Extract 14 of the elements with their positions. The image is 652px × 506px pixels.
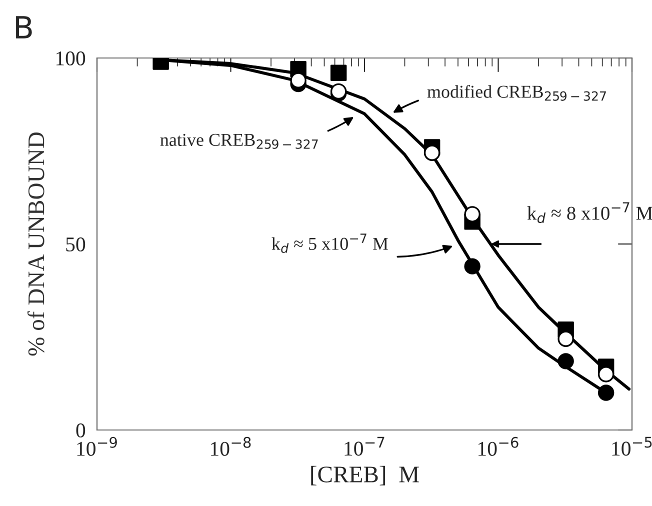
y-tick-label: 0: [76, 423, 86, 438]
x-tick-label: 10$^{−7}$: [344, 436, 384, 456]
annotation: modified CREB$_{259−327}$: [427, 84, 606, 101]
y-axis-title: % of DNA UNBOUND: [27, 132, 44, 356]
x-tick-label: 10$^{−9}$: [77, 436, 117, 456]
y-tick-label: 100: [56, 51, 86, 66]
x-tick-label: 10$^{−6}$: [478, 436, 518, 456]
annotation: k$_{d}$ ≈ 5 x10$^{−7}$ M: [272, 234, 388, 253]
x-tick-label: 10$^{−5}$: [612, 436, 652, 456]
y-tick-label: 50: [66, 237, 86, 252]
annotation: native CREB$_{259−327}$: [160, 134, 318, 149]
chart-title: B: [16, 16, 32, 38]
x-axis-title: [CREB] M: [311, 466, 419, 486]
x-tick-label: 10$^{−8}$: [211, 436, 251, 456]
